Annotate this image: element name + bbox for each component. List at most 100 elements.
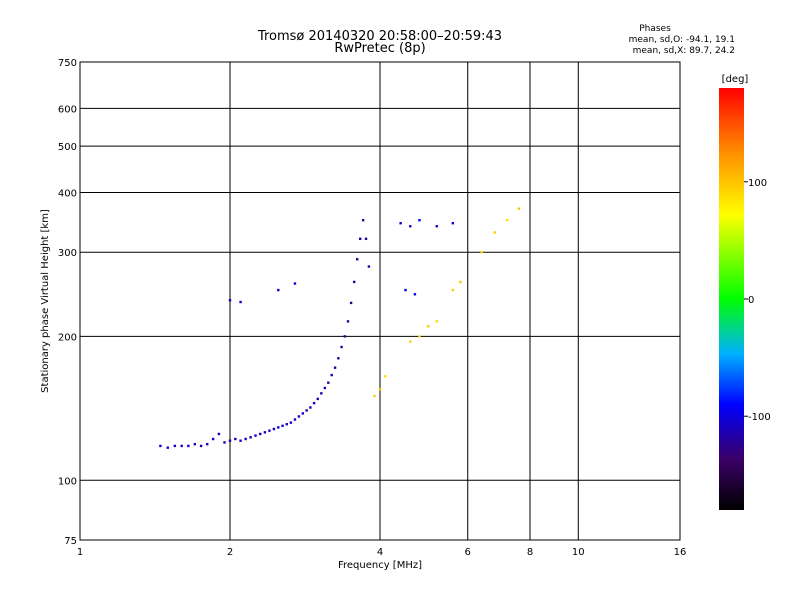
data-point-o bbox=[193, 442, 197, 446]
data-point-o bbox=[239, 300, 242, 304]
x-tick-label: 16 bbox=[674, 547, 687, 558]
data-point-x bbox=[378, 388, 382, 391]
data-point-o bbox=[281, 424, 284, 428]
plot-frame bbox=[79, 61, 681, 541]
data-point-o bbox=[217, 432, 221, 436]
data-point-x bbox=[409, 340, 412, 343]
data-point-x bbox=[480, 251, 483, 254]
data-point-o bbox=[343, 335, 347, 338]
data-point-o bbox=[367, 265, 371, 268]
colorbar bbox=[719, 88, 744, 510]
x-tick-label: 2 bbox=[227, 547, 233, 558]
data-point-o bbox=[409, 225, 412, 228]
y-tick-label: 400 bbox=[58, 188, 77, 199]
annotation-o: mean, sd,O: -94.1, 19.1 bbox=[629, 35, 735, 45]
data-point-o bbox=[259, 432, 262, 436]
data-point-o bbox=[239, 439, 242, 442]
y-tick-label: 75 bbox=[64, 536, 77, 547]
data-point-o bbox=[166, 446, 169, 449]
data-point-o bbox=[173, 444, 177, 448]
x-tick-label: 6 bbox=[465, 547, 471, 558]
chart-subtitle: RwPretec (8p) bbox=[334, 41, 425, 56]
data-point-o bbox=[223, 441, 226, 444]
data-point-o bbox=[333, 366, 337, 369]
data-point-x bbox=[505, 219, 509, 222]
grid bbox=[80, 62, 680, 540]
colorbar-tick-label: -100 bbox=[748, 412, 771, 423]
data-point-o bbox=[285, 423, 288, 426]
data-point-x bbox=[451, 288, 455, 292]
data-point-x bbox=[517, 207, 521, 210]
data-point-o bbox=[277, 426, 280, 429]
data-point-o bbox=[327, 381, 330, 384]
data-point-o bbox=[301, 412, 305, 415]
y-tick-label: 300 bbox=[58, 248, 77, 259]
data-point-o bbox=[228, 299, 232, 302]
y-tick-label: 600 bbox=[58, 104, 77, 115]
data-point-x bbox=[459, 280, 462, 284]
y-tick-label: 500 bbox=[58, 142, 77, 153]
data-point-o bbox=[263, 431, 267, 434]
data-point-o bbox=[413, 293, 417, 296]
colorbar-tick-label: 100 bbox=[748, 178, 767, 189]
data-point-o bbox=[205, 442, 209, 446]
data-point-x bbox=[427, 325, 430, 328]
data-point-o bbox=[244, 437, 247, 441]
data-point-o bbox=[199, 444, 203, 448]
x-tick-label: 10 bbox=[572, 547, 585, 558]
data-point-o bbox=[228, 439, 232, 442]
data-point-o bbox=[404, 288, 407, 292]
data-point-o bbox=[312, 401, 316, 405]
data-point-o bbox=[451, 222, 455, 225]
data-point-o bbox=[277, 288, 280, 292]
data-point-o bbox=[340, 345, 343, 349]
chart-title: Tromsø 20140320 20:58:00–20:59:43 bbox=[257, 29, 502, 44]
y-tick-label: 200 bbox=[58, 332, 77, 343]
data-point-o bbox=[309, 406, 312, 409]
data-point-o bbox=[249, 436, 252, 439]
data-point-x bbox=[435, 320, 438, 323]
data-point-o bbox=[435, 225, 438, 228]
annotation-heading: Phases bbox=[639, 24, 671, 34]
data-point-o bbox=[364, 237, 368, 241]
data-point-o bbox=[346, 320, 350, 323]
data-point-o bbox=[305, 409, 308, 412]
colorbar-tick-label: 0 bbox=[748, 295, 754, 306]
annotation-x: mean, sd,X: 89.7, 24.2 bbox=[633, 46, 735, 56]
data-point-o bbox=[399, 222, 402, 225]
data-point-o bbox=[361, 219, 365, 222]
y-tick-label: 750 bbox=[58, 58, 77, 69]
x-tick-label: 8 bbox=[527, 547, 533, 558]
data-point-o bbox=[330, 373, 333, 377]
data-point-o bbox=[323, 386, 327, 390]
x-axis-label: Frequency [MHz] bbox=[338, 560, 422, 571]
data-point-x bbox=[373, 394, 376, 398]
x-tick-label: 4 bbox=[377, 547, 383, 558]
y-tick-label: 100 bbox=[58, 476, 77, 487]
data-point-o bbox=[418, 219, 421, 222]
data-points bbox=[159, 207, 521, 449]
data-point-o bbox=[254, 434, 257, 437]
data-point-o bbox=[293, 282, 297, 285]
data-point-o bbox=[349, 301, 353, 305]
data-point-x bbox=[418, 335, 421, 338]
y-axis-label: Stationary phase Virtual Height [km] bbox=[40, 209, 51, 393]
x-tick-label: 1 bbox=[77, 547, 83, 558]
data-point-x bbox=[384, 375, 387, 378]
data-point-o bbox=[289, 421, 293, 424]
colorbar-label: [deg] bbox=[722, 74, 749, 85]
data-point-o bbox=[358, 237, 362, 241]
data-point-o bbox=[159, 444, 162, 448]
data-point-o bbox=[180, 444, 183, 448]
data-point-x bbox=[493, 231, 497, 234]
colorbar-ticks: 100 0 -100 bbox=[744, 178, 771, 423]
data-point-o bbox=[320, 392, 323, 395]
data-point-o bbox=[272, 427, 276, 431]
data-point-o bbox=[352, 280, 356, 284]
data-point-o bbox=[268, 429, 271, 432]
data-point-o bbox=[187, 444, 190, 448]
data-point-o bbox=[211, 437, 215, 441]
data-point-o bbox=[316, 397, 319, 401]
